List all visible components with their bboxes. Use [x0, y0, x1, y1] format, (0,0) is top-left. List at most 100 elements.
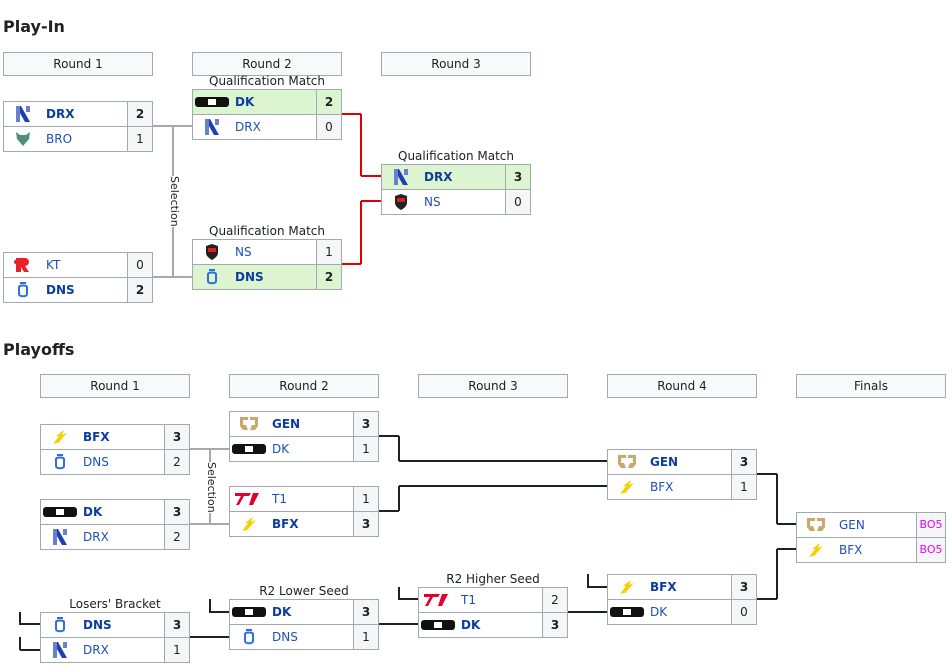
- team-name-link[interactable]: GEN: [839, 518, 865, 532]
- team-score: 1: [127, 127, 152, 151]
- match-label: R2 Lower Seed: [259, 584, 349, 598]
- team-score: 3: [505, 165, 530, 189]
- team-name-link[interactable]: DRX: [83, 643, 109, 657]
- dk-logo-icon[interactable]: [41, 500, 79, 524]
- match-label: Losers' Bracket: [69, 597, 161, 611]
- team-row: DRX 1: [40, 637, 190, 663]
- team-name-link[interactable]: DK: [272, 442, 290, 456]
- team-name-link[interactable]: DK: [83, 505, 103, 519]
- team-score: 1: [316, 240, 341, 264]
- team-score: 0: [127, 253, 152, 277]
- bfx-logo-icon[interactable]: [608, 575, 646, 599]
- team-name-link[interactable]: T1: [272, 492, 287, 506]
- team-name-link[interactable]: BFX: [83, 430, 110, 444]
- dk-logo-icon[interactable]: [230, 437, 268, 461]
- dk-logo-icon[interactable]: [193, 90, 231, 114]
- dns-logo-icon[interactable]: [4, 278, 42, 302]
- gen-logo-icon[interactable]: [797, 513, 835, 537]
- team-name-link[interactable]: BRO: [46, 132, 73, 146]
- team-row: GEN 3: [229, 411, 379, 437]
- connector-line: [399, 460, 607, 462]
- bfx-logo-icon[interactable]: [797, 538, 835, 562]
- team-name-link[interactable]: BFX: [650, 580, 677, 594]
- connector-line: [190, 636, 229, 638]
- team-name-link[interactable]: DRX: [83, 530, 109, 544]
- team-name-link[interactable]: DNS: [83, 618, 112, 632]
- dk-logo-icon[interactable]: [419, 613, 457, 637]
- dns-logo-icon[interactable]: [230, 625, 268, 649]
- team-row: BFX 3: [229, 511, 379, 537]
- bfx-logo-icon[interactable]: [41, 425, 79, 449]
- connector-line: [588, 586, 607, 588]
- round-header: Round 3: [418, 374, 568, 398]
- dns-logo-icon[interactable]: [41, 450, 79, 474]
- drx-logo-icon[interactable]: [41, 525, 79, 549]
- selection-label: Selection: [205, 462, 218, 513]
- connector-line: [19, 612, 21, 625]
- team-name-link[interactable]: DRX: [235, 120, 261, 134]
- team-row: NS 0: [381, 189, 531, 215]
- drx-logo-icon[interactable]: [382, 165, 420, 189]
- team-row: DK 3: [40, 499, 190, 525]
- dns-logo-icon[interactable]: [41, 613, 79, 637]
- connector-line: [776, 549, 778, 599]
- gen-logo-icon[interactable]: [608, 450, 646, 474]
- team-row: DRX 2: [3, 101, 153, 127]
- team-name-link[interactable]: DRX: [46, 107, 75, 121]
- team-score: 3: [731, 450, 756, 474]
- connector-line: [398, 587, 400, 600]
- drx-logo-icon[interactable]: [4, 102, 42, 126]
- team-row: BFX 3: [607, 574, 757, 600]
- team-row: DNS 2: [192, 264, 342, 290]
- connector-line: [20, 649, 40, 651]
- team-name-link[interactable]: DNS: [235, 270, 264, 284]
- team-row: DRX 0: [192, 114, 342, 140]
- team-score: 3: [353, 512, 378, 536]
- gen-logo-icon[interactable]: [230, 412, 268, 436]
- team-score: 1: [353, 437, 378, 461]
- team-score: 1: [164, 638, 189, 662]
- drx-logo-icon[interactable]: [41, 638, 79, 662]
- ns-logo-icon[interactable]: [382, 190, 420, 214]
- team-name-link[interactable]: DK: [461, 618, 481, 632]
- team-name-link[interactable]: GEN: [650, 455, 679, 469]
- ns-logo-icon[interactable]: [193, 240, 231, 264]
- team-name-link[interactable]: KT: [46, 258, 61, 272]
- drx-logo-icon[interactable]: [193, 115, 231, 139]
- connector-line: [153, 276, 192, 278]
- kt-logo-icon[interactable]: [4, 253, 42, 277]
- team-name-link[interactable]: NS: [424, 195, 441, 209]
- dk-logo-icon[interactable]: [608, 600, 646, 624]
- t1-logo-icon[interactable]: [230, 487, 268, 511]
- dns-logo-icon[interactable]: [193, 265, 231, 289]
- selection-label: Selection: [168, 176, 181, 227]
- team-name-link[interactable]: DRX: [424, 170, 453, 184]
- team-name-link[interactable]: DK: [650, 605, 668, 619]
- dk-logo-icon[interactable]: [230, 600, 268, 624]
- team-name-link[interactable]: DNS: [83, 455, 109, 469]
- match: DNS 3 DRX 1: [40, 612, 190, 663]
- team-name-link[interactable]: BFX: [839, 543, 863, 557]
- bfx-logo-icon[interactable]: [608, 475, 646, 499]
- connector-line: [776, 474, 778, 524]
- team-name-link[interactable]: DNS: [272, 630, 298, 644]
- team-name-link[interactable]: DNS: [46, 283, 75, 297]
- team-score: 1: [353, 625, 378, 649]
- connector-line: [777, 548, 796, 550]
- team-name-link[interactable]: BFX: [650, 480, 674, 494]
- team-row: DRX 3: [381, 164, 531, 190]
- team-name-link[interactable]: GEN: [272, 417, 301, 431]
- connector-line: [379, 435, 399, 437]
- bro-logo-icon[interactable]: [4, 127, 42, 151]
- team-name-link[interactable]: NS: [235, 245, 252, 259]
- team-name-link[interactable]: T1: [461, 593, 476, 607]
- team-score: 2: [164, 450, 189, 474]
- bfx-logo-icon[interactable]: [230, 512, 268, 536]
- team-score: 0: [731, 600, 756, 624]
- team-name-link[interactable]: BFX: [272, 517, 299, 531]
- match-label: R2 Higher Seed: [446, 572, 540, 586]
- team-name-link[interactable]: DK: [235, 95, 255, 109]
- t1-logo-icon[interactable]: [419, 588, 457, 612]
- team-name-link[interactable]: DK: [272, 605, 292, 619]
- team-row: DNS 2: [3, 277, 153, 303]
